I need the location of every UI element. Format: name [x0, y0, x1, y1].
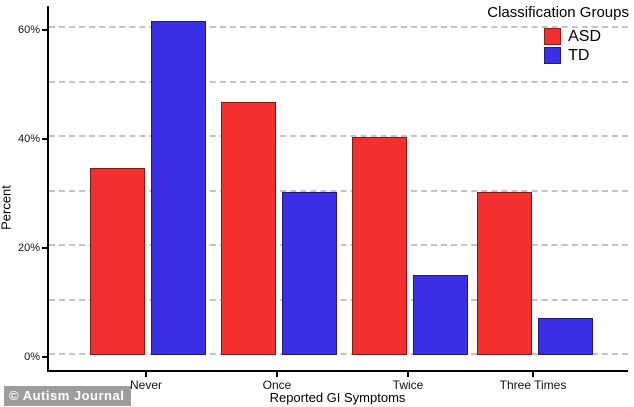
- y-tick-mark: [42, 138, 47, 140]
- legend-title: Classification Groups: [487, 4, 629, 21]
- legend-swatch-icon: [544, 28, 562, 45]
- y-tick-label: 60%: [17, 24, 40, 36]
- legend-item-asd: ASD: [544, 27, 601, 46]
- y-tick-label: 0%: [24, 351, 40, 363]
- bar-asd-once: [221, 101, 276, 355]
- bar-asd-twice: [352, 137, 407, 355]
- x-tick-mark: [276, 372, 278, 377]
- gridline: [49, 244, 628, 246]
- x-tick-mark: [532, 372, 534, 377]
- legend-label: TD: [568, 46, 590, 64]
- y-axis-title: Percent: [0, 185, 14, 230]
- legend-swatch-icon: [544, 47, 562, 64]
- x-tick-label: Once: [262, 378, 292, 392]
- y-tick-label: 40%: [17, 133, 40, 145]
- x-tick-mark: [145, 372, 147, 377]
- x-tick-label: Never: [129, 378, 163, 392]
- plot-area: [47, 6, 628, 372]
- gridline: [49, 80, 628, 83]
- bar-asd-three-times: [477, 191, 532, 355]
- bar-td-twice: [413, 274, 468, 355]
- y-tick-mark: [42, 356, 47, 358]
- gridline: [49, 189, 628, 192]
- gridline: [49, 26, 628, 28]
- y-tick-mark: [42, 247, 47, 249]
- legend-rows: ASD TD: [544, 27, 601, 65]
- gridline: [49, 135, 628, 137]
- legend: Classification Groups ASD TD: [487, 4, 629, 69]
- gridline: [49, 353, 628, 355]
- bar-asd-never: [90, 168, 145, 355]
- x-tick-label: Three Times: [499, 378, 567, 392]
- y-tick-label: 20%: [17, 242, 40, 254]
- gridline: [49, 298, 628, 301]
- bar-td-never: [151, 20, 206, 355]
- y-tick-mark: [42, 29, 47, 31]
- legend-label: ASD: [568, 27, 601, 45]
- bar-td-once: [282, 191, 337, 355]
- legend-item-td: TD: [544, 46, 601, 65]
- bar-td-three-times: [538, 317, 593, 355]
- x-axis-title: Reported GI Symptoms: [269, 390, 406, 405]
- x-tick-label: Twice: [392, 378, 424, 392]
- watermark: © Autism Journal: [4, 386, 132, 406]
- x-tick-mark: [407, 372, 409, 377]
